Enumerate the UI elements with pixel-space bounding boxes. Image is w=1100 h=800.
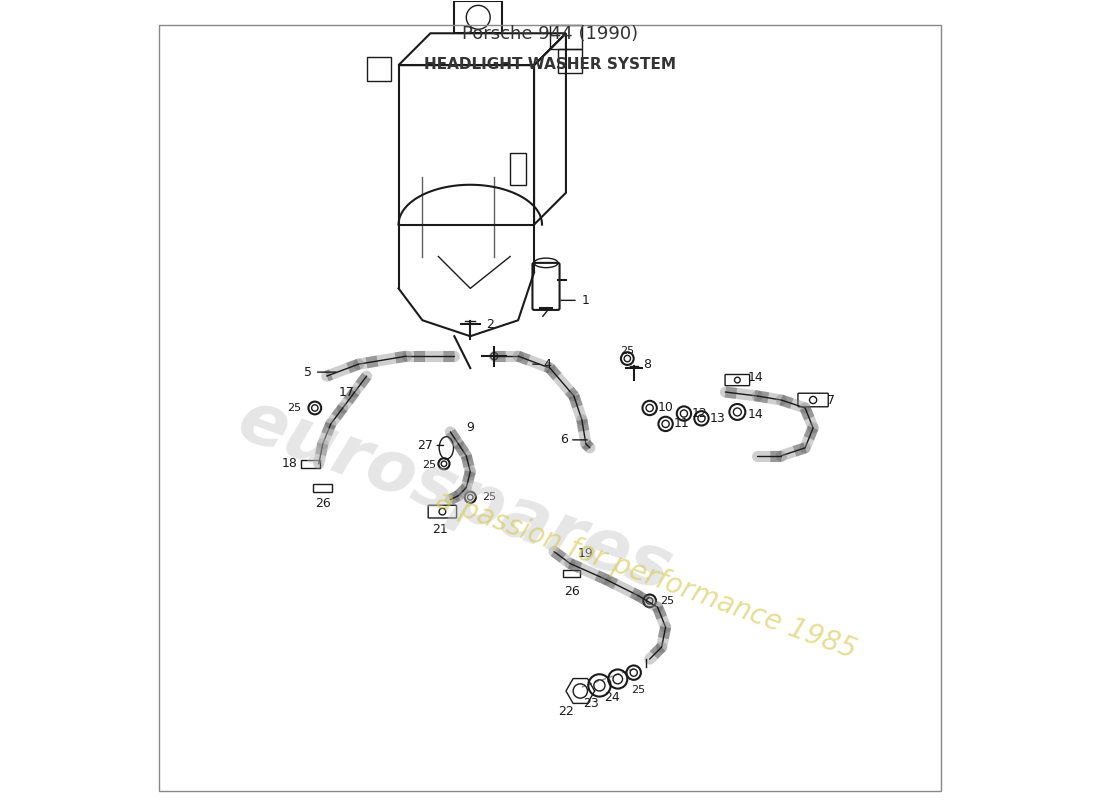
Text: 26: 26 [315,498,331,510]
Text: HEADLIGHT WASHER SYSTEM: HEADLIGHT WASHER SYSTEM [424,57,676,72]
Text: 7: 7 [827,394,835,406]
Text: 6: 6 [560,434,568,446]
Text: 25: 25 [620,346,635,355]
Text: 8: 8 [644,358,651,370]
Text: 19: 19 [578,546,594,559]
Text: 17: 17 [339,386,354,398]
Text: 25: 25 [422,460,436,470]
Text: 5: 5 [305,366,312,378]
Text: 14: 14 [748,408,763,421]
Text: 25: 25 [287,403,301,413]
Text: 13: 13 [710,412,725,425]
Text: 23: 23 [583,698,598,710]
Text: 26: 26 [563,585,580,598]
Text: 21: 21 [432,522,448,536]
Text: 27: 27 [417,439,432,452]
Text: 11: 11 [673,418,690,430]
Text: 12: 12 [692,407,707,420]
Bar [301,460,320,468]
Bar [563,570,581,578]
Text: 25: 25 [482,492,496,502]
Text: 4: 4 [543,358,551,370]
Bar [314,484,332,491]
Text: 14: 14 [748,371,763,384]
Text: a passion for performance 1985: a passion for performance 1985 [431,486,860,665]
Text: 10: 10 [658,402,673,414]
Text: 25: 25 [660,596,674,606]
Text: 18: 18 [282,458,297,470]
Text: 9: 9 [466,422,474,434]
Text: eurospares: eurospares [228,385,681,606]
Text: 24: 24 [604,691,620,704]
Text: Porsche 944 (1990): Porsche 944 (1990) [462,26,638,43]
Text: 1: 1 [582,294,590,307]
Text: 22: 22 [558,705,574,718]
Text: 2: 2 [486,318,494,330]
Text: 25: 25 [630,686,645,695]
